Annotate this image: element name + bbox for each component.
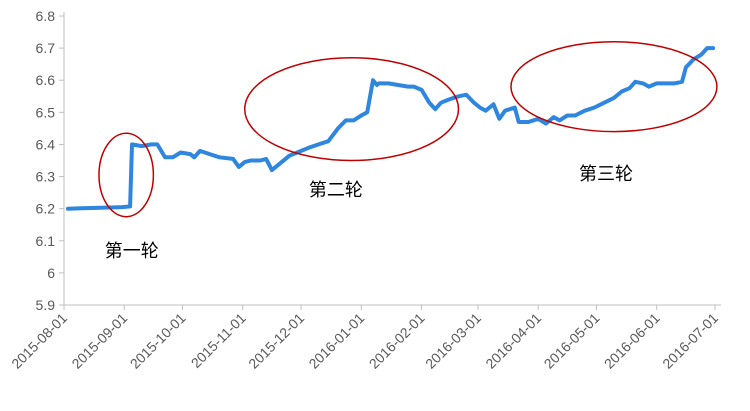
highlight-ellipse-1 xyxy=(98,132,155,218)
x-tick-label: 2015-09-01 xyxy=(68,310,130,372)
x-tick-label: 2016-07-01 xyxy=(659,310,721,372)
y-tick-label: 6.8 xyxy=(36,8,56,24)
series-line xyxy=(65,46,716,211)
x-tick-label: 2016-06-01 xyxy=(601,310,663,372)
x-tick-label: 2015-10-01 xyxy=(127,310,189,372)
annotation-label-2: 第二轮 xyxy=(309,180,363,201)
annotations: 第一轮 第二轮 第三轮 xyxy=(98,40,718,262)
y-tick-label: 5.9 xyxy=(36,297,56,313)
x-tick-label: 2016-04-01 xyxy=(482,310,544,372)
annotation-label-1: 第一轮 xyxy=(105,241,159,262)
y-tick-label: 6.2 xyxy=(36,201,56,217)
y-tick-labels: 5.9 6 6.1 6.2 6.3 6.4 6.5 6.6 6.7 6.8 xyxy=(36,8,64,313)
y-tick-label: 6.6 xyxy=(36,72,56,88)
y-tick-label: 6.3 xyxy=(36,169,56,185)
x-tick-label: 2016-01-01 xyxy=(305,310,367,372)
y-tick-label: 6.5 xyxy=(36,104,56,120)
highlight-ellipse-2 xyxy=(243,56,460,162)
y-tick-label: 6 xyxy=(47,265,55,281)
y-tick-label: 6.7 xyxy=(36,40,56,56)
axes xyxy=(63,12,721,306)
x-tick-label: 2015-08-01 xyxy=(8,310,70,372)
y-tick-label: 6.4 xyxy=(36,136,56,152)
highlight-ellipse-3 xyxy=(510,40,718,133)
x-tick-label: 2016-03-01 xyxy=(422,310,484,372)
x-tick-label: 2016-05-01 xyxy=(541,310,603,372)
x-tick-label: 2015-12-01 xyxy=(245,310,307,372)
x-tick-label: 2016-02-01 xyxy=(366,310,428,372)
x-tick-label: 2015-11-01 xyxy=(188,310,249,371)
annotation-label-3: 第三轮 xyxy=(579,164,633,185)
y-tick-label: 6.1 xyxy=(36,233,56,249)
